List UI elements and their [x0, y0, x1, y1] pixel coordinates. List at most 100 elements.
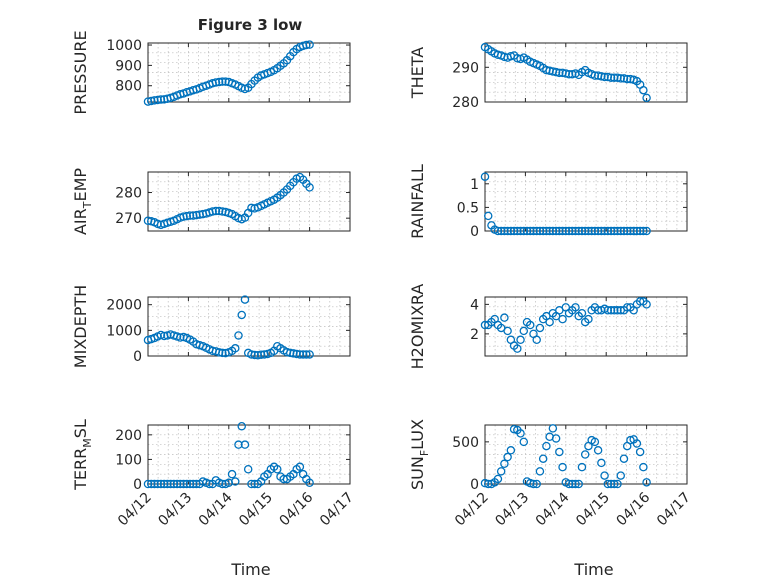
data-point	[480, 172, 490, 181]
data-point	[551, 226, 561, 236]
data-point	[590, 226, 600, 236]
y-axis-label: SUNFLUX	[408, 419, 431, 490]
data-point	[548, 226, 558, 236]
data-point	[606, 479, 616, 489]
data-point	[503, 452, 512, 462]
data-point	[214, 348, 224, 357]
data-point	[513, 226, 522, 236]
data-point	[500, 313, 509, 322]
data-point	[564, 226, 574, 236]
data-point	[571, 479, 580, 489]
data-point	[234, 331, 243, 340]
y-tick-label: 900	[115, 58, 142, 74]
data-point	[519, 226, 529, 236]
data-point	[156, 479, 166, 489]
data-point	[302, 350, 311, 359]
data-point	[616, 74, 625, 83]
y-tick-label: 0	[470, 224, 479, 240]
data-point	[613, 479, 622, 489]
y-tick-label: 290	[452, 60, 479, 76]
data-point	[616, 226, 625, 236]
data-point	[295, 462, 305, 472]
data-point	[545, 226, 554, 236]
data-point	[542, 441, 551, 451]
data-point	[503, 226, 512, 236]
data-point	[516, 226, 525, 236]
data-point	[580, 450, 590, 459]
data-point	[182, 479, 192, 489]
data-point	[205, 479, 214, 489]
data-point	[150, 96, 159, 105]
data-point	[535, 226, 545, 236]
data-point	[302, 40, 311, 50]
data-point	[253, 350, 263, 360]
data-point	[597, 226, 606, 236]
y-tick-label: 2000	[106, 298, 142, 314]
data-point	[584, 226, 593, 236]
y-tick-label: 1000	[106, 38, 142, 54]
data-point	[538, 454, 548, 463]
data-point	[597, 72, 606, 81]
x-axis-label-right: Time	[573, 560, 613, 579]
data-point	[500, 226, 509, 236]
data-point	[483, 211, 493, 221]
data-point	[538, 226, 548, 236]
data-point	[516, 429, 525, 438]
data-point	[240, 440, 250, 449]
data-point	[561, 69, 571, 78]
data-point	[525, 226, 535, 236]
data-point	[587, 226, 596, 236]
data-point	[237, 310, 246, 320]
data-point	[568, 479, 577, 489]
data-point	[516, 335, 525, 345]
y-tick-label: 0.5	[457, 200, 479, 216]
data-point	[606, 73, 616, 82]
data-point	[548, 424, 558, 433]
data-point	[619, 74, 629, 83]
data-point	[619, 454, 629, 463]
data-point	[639, 462, 648, 472]
axes-frame	[147, 171, 351, 232]
data-point	[542, 226, 551, 236]
axes-frame	[147, 424, 351, 485]
data-point	[237, 421, 246, 431]
data-point	[146, 479, 156, 489]
data-point	[613, 73, 622, 82]
data-point	[606, 226, 616, 236]
y-tick-label: 1	[470, 177, 479, 193]
data-point	[513, 54, 522, 63]
data-point	[493, 474, 503, 484]
data-point	[606, 306, 616, 315]
data-point	[500, 52, 509, 62]
data-point	[153, 479, 162, 489]
data-point	[153, 95, 162, 105]
subplot-h2omixra: 2 4 H2OMIXRA	[408, 284, 688, 369]
data-point	[519, 437, 529, 447]
data-point	[610, 479, 619, 489]
data-point	[506, 226, 516, 236]
data-point	[493, 226, 503, 236]
subplot-rainfall: 0 0.5 1 RAINFALL	[408, 164, 688, 240]
data-point	[610, 306, 619, 315]
data-point	[564, 69, 574, 79]
data-point	[185, 211, 195, 220]
data-point	[610, 226, 619, 236]
x-axis-label-left: Time	[230, 560, 270, 579]
data-point	[506, 446, 516, 455]
y-tick-label: 500	[452, 435, 479, 451]
y-tick-label: 0	[133, 477, 142, 493]
data-point	[603, 479, 613, 489]
data-point	[635, 447, 645, 457]
data-point	[619, 226, 629, 236]
data-point	[571, 303, 580, 312]
axes-frame	[484, 424, 688, 485]
axes-frame	[484, 42, 688, 103]
data-point	[629, 226, 638, 236]
data-point	[208, 207, 217, 216]
data-point	[642, 300, 651, 309]
data-point	[273, 464, 282, 474]
data-point	[188, 479, 198, 489]
data-point	[247, 350, 256, 359]
data-point	[529, 226, 538, 236]
y-tick-label: 280	[115, 186, 142, 202]
